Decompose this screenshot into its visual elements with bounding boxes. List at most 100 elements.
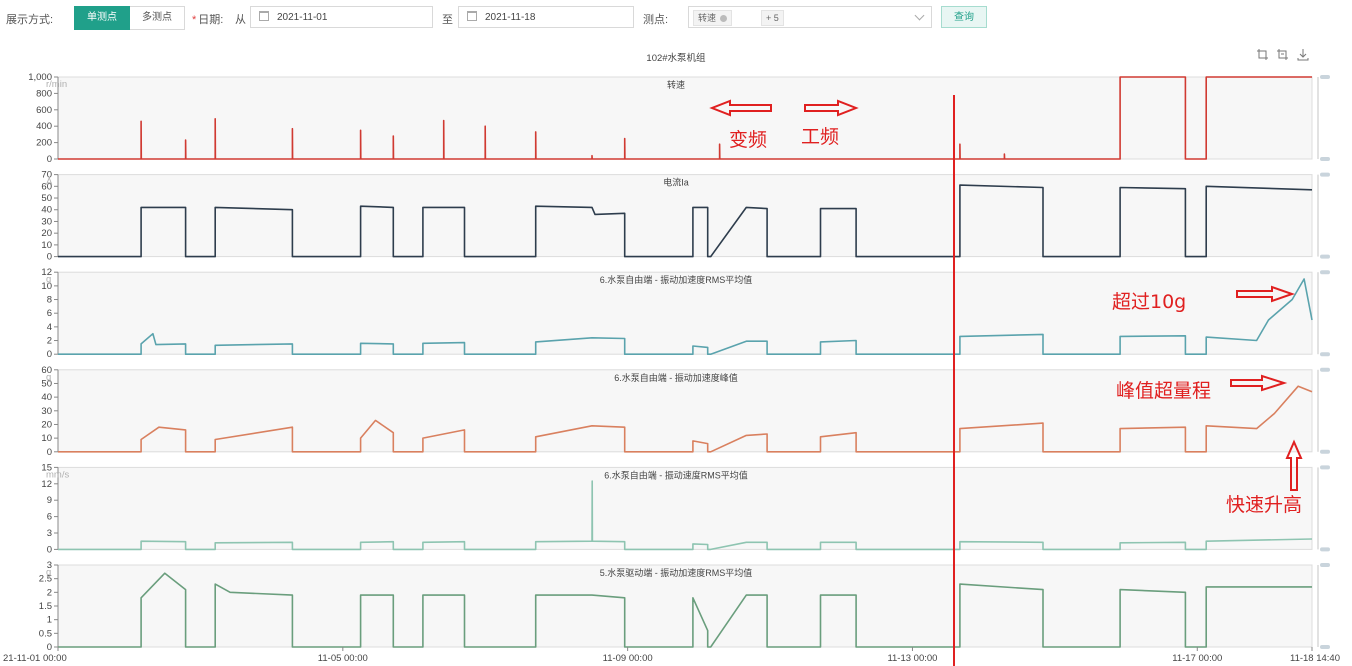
panel-plot-area	[57, 174, 1313, 258]
y-tick-label: 30	[41, 406, 52, 417]
annotation-label: 峰值超量程	[1116, 380, 1211, 402]
panel-slider-handle	[1320, 645, 1330, 649]
y-tick-label: 600	[36, 105, 52, 116]
panel-slider-handle	[1320, 75, 1330, 79]
panel-plot-area	[57, 564, 1313, 648]
y-tick-label: 0	[47, 252, 52, 263]
arrow-rapid-rise	[1285, 439, 1303, 491]
panel-slider-handle	[1320, 157, 1330, 161]
panel-title: 5.水泵驱动端 - 振动加速度RMS平均值	[600, 567, 753, 578]
date-to-input[interactable]: 2021-11-18	[458, 6, 634, 28]
point-tag: 转速	[693, 10, 733, 26]
single-point-button[interactable]: 单测点	[74, 6, 130, 30]
display-mode-toggle: 单测点 多测点	[74, 6, 185, 30]
y-tick-label: 10	[41, 433, 52, 444]
panel-plot-area	[57, 76, 1313, 160]
zoom-select-icon[interactable]	[1257, 49, 1268, 60]
y-tick-label: 10	[41, 281, 52, 292]
annotation-label: 快速升高	[1226, 494, 1302, 516]
series-line	[58, 184, 1313, 258]
y-tick-label: 2	[47, 336, 52, 347]
y-tick-label: 6	[47, 308, 52, 319]
panel-title: 6.水泵自由端 - 振动加速度RMS平均值	[600, 274, 753, 285]
calendar-icon	[259, 11, 269, 21]
chart-panel: 0 0.5 1 1.5 2 2.5 3g 5.水泵驱动端 - 振动加速度RMS平均值	[39, 560, 1330, 653]
query-button[interactable]: 查询	[941, 6, 987, 28]
panel-slider-handle	[1320, 270, 1330, 275]
y-tick-label: 400	[36, 121, 52, 132]
x-tick-label: 21-11-01 00:00	[3, 653, 67, 664]
x-tick-label: 11-05 00:00	[318, 653, 368, 664]
y-tick-label: 4	[47, 322, 52, 333]
display-mode-label: 展示方式:	[6, 14, 54, 26]
panel-slider-handle	[1320, 254, 1330, 259]
panel-unit-label: g	[46, 372, 51, 383]
y-tick-label: 12	[41, 267, 52, 278]
panel-slider-handle	[1320, 449, 1330, 454]
panel-plot-area	[57, 271, 1313, 355]
multi-point-button[interactable]: 多测点	[130, 6, 185, 30]
y-tick-label: 60	[41, 365, 52, 376]
y-tick-label: 30	[41, 216, 52, 227]
panel-unit-label: mm/s	[46, 469, 69, 480]
y-tick-label: 10	[41, 240, 52, 251]
x-tick-label: 11-09 00:00	[603, 653, 653, 664]
y-tick-label: 12	[41, 479, 52, 490]
arrow-peak-over-range	[1230, 374, 1288, 392]
y-tick-label: 40	[41, 205, 52, 216]
y-tick-label: 0	[47, 447, 52, 458]
series-line	[58, 572, 1312, 648]
date-label-group: * 日期:	[192, 11, 223, 27]
y-tick-label: 60	[41, 181, 52, 192]
y-tick-label: 1,000	[28, 72, 52, 83]
panel-slider-handle	[1320, 465, 1330, 470]
date-label: 日期:	[198, 14, 224, 26]
points-select[interactable]: 转速 + 5	[688, 6, 932, 28]
series-line	[58, 480, 1313, 551]
required-mark: *	[192, 14, 197, 26]
date-to-value: 2021-11-18	[485, 12, 536, 23]
y-tick-label: 0.5	[39, 628, 52, 639]
chevron-down-icon	[914, 10, 925, 21]
from-label: 从	[235, 14, 246, 26]
series-line	[58, 385, 1313, 453]
panel-plot-area	[57, 369, 1313, 453]
x-tick-label: 11-13 00:00	[887, 653, 937, 664]
y-tick-label: 0	[47, 349, 52, 360]
panel-unit-label: r/min	[46, 79, 67, 90]
to-label: 至	[442, 14, 453, 26]
annotation-label: 工频	[801, 126, 839, 148]
panel-title: 电流Ia	[663, 177, 689, 188]
point-tag-label: 转速	[698, 13, 717, 23]
panel-unit-label: g	[46, 274, 51, 285]
series-line	[58, 76, 1312, 160]
y-tick-label: 9	[47, 495, 52, 506]
zoom-reset-icon[interactable]	[1277, 49, 1288, 60]
points-label: 测点:	[643, 14, 669, 26]
tag-close-icon[interactable]	[720, 15, 728, 22]
date-from-input[interactable]: 2021-11-01	[250, 6, 433, 28]
y-tick-label: 1	[47, 615, 52, 626]
download-icon[interactable]	[1297, 49, 1309, 61]
panel-title: 转速	[667, 79, 685, 90]
panel-unit-label: A	[46, 177, 53, 188]
toolbar: 展示方式: 单测点 多测点 * 日期: 从 2021-11-01 至 2021-1…	[0, 0, 1352, 36]
right-arrow-shape	[804, 99, 859, 117]
annotation-label: 超过10g	[1112, 291, 1186, 313]
y-tick-label: 8	[47, 295, 52, 306]
panel-title: 6.水泵自由端 - 振动加速度峰值	[614, 372, 738, 383]
y-tick-label: 3	[47, 528, 52, 539]
y-tick-label: 50	[41, 378, 52, 389]
y-tick-label: 50	[41, 193, 52, 204]
x-tick-label: 11-17 00:00	[1172, 653, 1222, 664]
y-tick-label: 2.5	[39, 574, 52, 585]
y-tick-label: 40	[41, 392, 52, 403]
chart-panel: 0 2 4 6 8 10 12g 6.水泵自由端 - 振动加速度RMS平均值	[41, 267, 1330, 360]
panel-slider-handle	[1320, 547, 1330, 552]
panel-title: 6.水泵自由端 - 振动速度RMS平均值	[604, 469, 748, 480]
panel-slider-handle	[1320, 172, 1330, 177]
y-tick-label: 0	[47, 154, 52, 165]
